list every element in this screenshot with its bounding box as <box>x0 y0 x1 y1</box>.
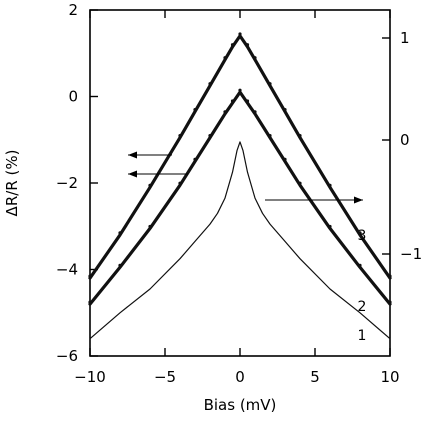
y-axis-label: ΔR/R (%) <box>3 150 21 217</box>
series-2-point <box>193 157 197 161</box>
x-tick-label: 0 <box>235 368 245 386</box>
y-tick-label: 2 <box>68 1 78 19</box>
series-3-point <box>268 82 272 86</box>
arrows <box>128 151 363 204</box>
series-2-point <box>388 300 392 304</box>
right-tick-label: 1 <box>400 29 410 47</box>
arrow-head <box>128 170 137 178</box>
series-layer <box>88 32 392 340</box>
series-3-point <box>193 108 197 112</box>
x-tick-label: −10 <box>74 368 106 386</box>
series-2-point <box>358 263 362 267</box>
series-2-point <box>118 263 122 267</box>
series-3-point <box>148 183 152 187</box>
series-2-point <box>230 99 235 103</box>
series-2-point <box>238 88 242 92</box>
series-3-point <box>253 56 257 60</box>
arrow-head <box>128 151 137 159</box>
x-ticks: −10 −5 0 5 10 <box>74 10 400 386</box>
series-2-point <box>88 300 92 304</box>
arrow-head <box>354 196 363 204</box>
series-3-point <box>238 32 242 36</box>
series-2-point <box>245 99 250 103</box>
x-tick-label: 10 <box>380 368 399 386</box>
series-3-point <box>230 43 235 47</box>
series-3-point <box>283 108 287 112</box>
series-3-point <box>118 231 122 235</box>
y-tick-label: −6 <box>56 347 78 365</box>
series-2-point <box>253 110 257 114</box>
series-2-point <box>283 157 287 161</box>
series-2-point <box>178 181 182 185</box>
y-tick-label: −2 <box>56 174 78 192</box>
y-ticks: −6 −4 −2 0 2 <box>56 1 98 365</box>
series-2-point <box>208 133 212 138</box>
curve-label-1: 1 <box>358 328 367 344</box>
series-3-point <box>178 133 182 138</box>
series-3-point <box>208 82 212 86</box>
series-2-line <box>88 90 392 306</box>
series-2-point <box>148 224 152 229</box>
series-3-point <box>223 56 227 60</box>
y-tick-label: −4 <box>56 261 78 279</box>
curve-labels: 1 2 3 <box>358 228 367 344</box>
y-tick-label: 0 <box>68 88 78 106</box>
right-tick-label: 0 <box>400 131 410 149</box>
right-tick-label: −1 <box>400 245 422 263</box>
curve-label-3: 3 <box>358 228 367 244</box>
x-tick-label: 5 <box>310 368 320 386</box>
series-3-point <box>388 274 392 278</box>
series-3-point <box>358 231 362 235</box>
series-2-point <box>223 110 227 114</box>
plot-frame <box>89 9 391 357</box>
series-3-point <box>298 133 302 138</box>
series-2-point <box>268 133 272 138</box>
series-3-line <box>88 34 392 280</box>
series-3-point <box>88 274 92 278</box>
x-axis-label: Bias (mV) <box>204 396 277 414</box>
curve-label-2: 2 <box>358 299 367 315</box>
series-3-point <box>245 43 250 47</box>
series-3-point <box>328 183 332 187</box>
series-1-line <box>89 141 391 340</box>
x-tick-label: −5 <box>154 368 176 386</box>
series-2-point <box>298 181 302 185</box>
right-ticks: 1 0 −1 <box>382 29 422 263</box>
series-2-point <box>328 224 332 229</box>
